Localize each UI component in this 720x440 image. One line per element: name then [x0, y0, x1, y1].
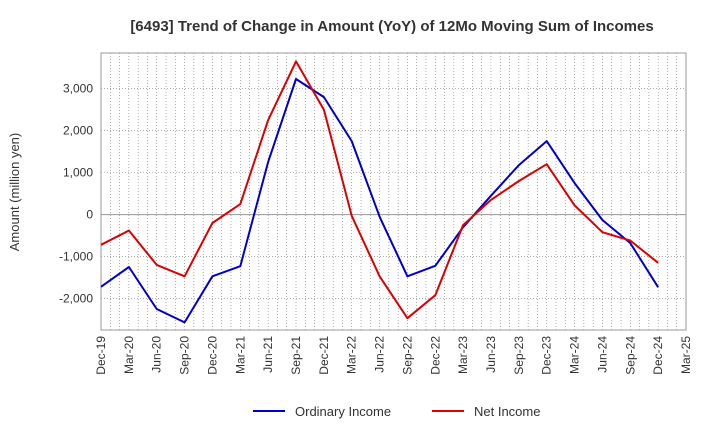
series-line [100, 60, 659, 320]
x-tick-label: Mar-21 [233, 336, 247, 374]
legend: Ordinary Income Net Income [253, 404, 540, 419]
x-tick-label: Mar-23 [456, 336, 470, 374]
plot-area [100, 52, 687, 331]
y-tick-label: 3,000 [63, 82, 93, 96]
grid [101, 53, 686, 330]
y-tick-label: 2,000 [63, 124, 93, 138]
x-tick-label: Mar-24 [568, 336, 582, 374]
x-tick-label: Dec-24 [651, 336, 665, 375]
x-axis: Dec-19 Mar-20 Jun-20 Sep-20 Dec-20 Mar-21 Jun-… [94, 336, 693, 375]
y-axis-label: Amount (million yen) [7, 133, 22, 252]
x-tick-label: Jun-21 [261, 336, 275, 373]
x-tick-label: Dec-23 [540, 336, 554, 375]
x-tick-label: Mar-22 [345, 336, 359, 374]
x-tick-label: Jun-22 [373, 336, 387, 373]
x-tick-label: Mar-20 [122, 336, 136, 374]
x-tick-label: Sep-21 [289, 336, 303, 375]
y-tick-label: 0 [86, 208, 93, 222]
x-tick-label: Sep-23 [512, 336, 526, 375]
series-line [100, 78, 659, 324]
x-tick-label: Jun-24 [595, 336, 609, 373]
y-tick-label: 1,000 [63, 166, 93, 180]
y-tick-label: -2,000 [59, 292, 93, 306]
x-tick-label: Jun-23 [484, 336, 498, 373]
y-axis: -2,000 -1,000 0 1,000 2,000 3,000 [59, 82, 93, 306]
legend-label: Ordinary Income [295, 404, 391, 419]
x-tick-label: Dec-22 [428, 336, 442, 375]
series-lines [100, 60, 659, 324]
legend-label: Net Income [474, 404, 540, 419]
x-tick-label: Dec-21 [317, 336, 331, 375]
y-tick-label: -1,000 [59, 250, 93, 264]
x-tick-label: Sep-24 [623, 336, 637, 375]
x-tick-label: Jun-20 [150, 336, 164, 373]
x-tick-label: Sep-20 [178, 336, 192, 375]
x-tick-label: Dec-20 [205, 336, 219, 375]
x-tick-label: Sep-22 [400, 336, 414, 375]
x-tick-label: Dec-19 [94, 336, 108, 375]
chart-title: [6493] Trend of Change in Amount (YoY) o… [130, 18, 653, 35]
x-tick-label: Mar-25 [679, 336, 693, 374]
